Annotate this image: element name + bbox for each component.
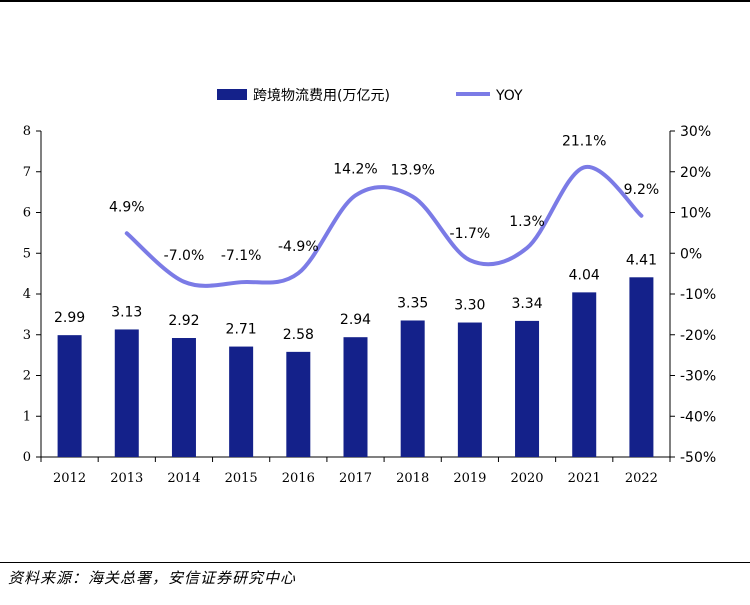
legend: 跨境物流费用(万亿元) YOY — [217, 88, 523, 104]
bar-value-label: 2.94 — [340, 312, 371, 328]
right-tick-label: -10% — [680, 287, 716, 303]
x-tick-label: 2018 — [396, 471, 429, 486]
bar-value-label: 3.13 — [111, 304, 142, 320]
right-tick-label: -40% — [680, 409, 716, 425]
yoy-line — [124, 165, 644, 288]
bar — [114, 329, 139, 457]
legend-bar-swatch — [217, 89, 247, 100]
yoy-value-labels: 4.9% -7.0% -7.1% -4.9% 14.2% 13.9% -1.7% 1.3% 21… — [109, 133, 659, 264]
left-tick-label: 8 — [23, 124, 31, 139]
bar-value-label: 3.30 — [454, 298, 485, 314]
left-tick-label: 1 — [23, 409, 31, 424]
right-tick-label: -50% — [680, 450, 716, 466]
left-tick-label: 3 — [23, 328, 31, 343]
yoy-line-series — [124, 165, 644, 288]
bottom-border-line — [0, 562, 750, 563]
bar-value-label: 2.92 — [168, 313, 199, 329]
right-tick-label: 10% — [680, 206, 711, 222]
x-tick-label: 2014 — [167, 471, 200, 486]
bar — [343, 337, 368, 457]
left-y-axis: 0 1 2 3 4 5 6 7 8 — [23, 124, 42, 465]
bar-value-label: 4.04 — [569, 267, 600, 283]
x-tick-label: 2017 — [339, 471, 372, 486]
chart-canvas: 跨境物流费用(万亿元) YOY 0 1 2 3 4 5 6 7 8 -50% -40% -30% -20… — [23, 88, 716, 486]
left-tick-label: 5 — [23, 246, 31, 261]
right-tick-label: 30% — [680, 124, 711, 140]
yoy-value-label: 1.3% — [509, 214, 545, 230]
left-tick-label: 7 — [23, 165, 31, 180]
bar — [171, 338, 196, 457]
x-tick-label: 2016 — [282, 471, 315, 486]
yoy-value-label: 4.9% — [109, 199, 145, 215]
top-border-line — [0, 0, 750, 2]
bar — [457, 322, 482, 457]
x-tick-label: 2020 — [510, 471, 543, 486]
left-tick-label: 6 — [23, 206, 31, 221]
bar-value-labels: 2.99 3.13 2.92 2.71 2.58 2.94 3.35 3.30 3.34 4.04… — [54, 252, 657, 343]
bar — [286, 351, 311, 457]
x-tick-label: 2015 — [225, 471, 258, 486]
bar-value-label: 2.58 — [283, 327, 314, 343]
yoy-value-label: -4.9% — [278, 239, 319, 255]
x-tick-label: 2019 — [453, 471, 486, 486]
right-y-axis: -50% -40% -30% -20% -10% 0% 10% 20% 30% — [669, 124, 716, 466]
yoy-value-label: -7.1% — [221, 248, 262, 264]
bar — [515, 320, 540, 457]
left-tick-label: 4 — [23, 287, 31, 302]
source-note: 资料来源：海关总署，安信证券研究中心 — [8, 569, 297, 587]
x-tick-label: 2021 — [568, 471, 601, 486]
bar — [57, 335, 82, 457]
yoy-value-label: 13.9% — [390, 163, 434, 179]
bar-value-label: 3.34 — [511, 296, 542, 312]
yoy-value-label: 9.2% — [624, 182, 660, 198]
yoy-value-label: 21.1% — [562, 133, 606, 149]
yoy-value-label: -7.0% — [164, 248, 205, 264]
legend-line-label: YOY — [495, 88, 523, 104]
left-tick-label: 0 — [23, 450, 31, 465]
bar-value-label: 4.41 — [626, 252, 657, 268]
x-tick-label: 2013 — [110, 471, 143, 486]
right-tick-label: 0% — [680, 246, 702, 262]
yoy-value-label: -1.7% — [450, 226, 491, 242]
bar-value-label: 2.71 — [226, 322, 257, 338]
left-tick-label: 2 — [23, 369, 31, 384]
yoy-value-label: 14.2% — [333, 161, 377, 177]
right-tick-label: -30% — [680, 369, 716, 385]
legend-bar-label: 跨境物流费用(万亿元) — [253, 88, 390, 104]
right-tick-label: -20% — [680, 328, 716, 344]
x-tick-label: 2022 — [625, 471, 658, 486]
bar-series — [57, 277, 654, 457]
bar-value-label: 3.35 — [397, 295, 428, 311]
bar — [400, 320, 425, 457]
right-tick-label: 20% — [680, 165, 711, 181]
bar-value-label: 2.99 — [54, 310, 85, 326]
x-tick-label: 2012 — [53, 471, 86, 486]
bar — [572, 292, 597, 457]
bar — [629, 277, 654, 457]
x-axis: 2012 2013 2014 2015 2016 2017 2018 2019 2020 2021… — [40, 456, 671, 486]
bar — [229, 346, 254, 457]
